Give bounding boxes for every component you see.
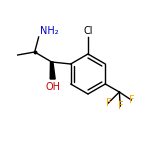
Text: NH₂: NH₂ xyxy=(40,26,58,36)
Text: F: F xyxy=(117,101,123,111)
Text: F: F xyxy=(128,95,134,105)
Text: Cl: Cl xyxy=(83,26,93,36)
Text: OH: OH xyxy=(45,81,60,92)
Polygon shape xyxy=(50,62,55,79)
Text: F: F xyxy=(105,98,111,108)
